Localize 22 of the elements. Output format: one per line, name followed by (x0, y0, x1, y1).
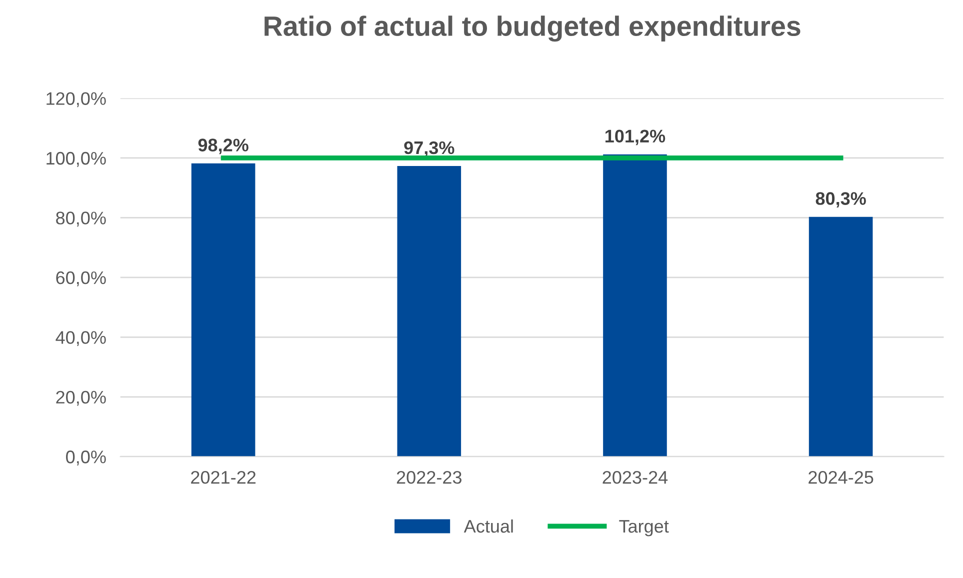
legend-label: Actual (464, 519, 513, 533)
data-label: 80,3% (816, 192, 866, 208)
y-tick-label: 60,0% (56, 271, 106, 286)
x-tick-label: 2022-23 (396, 470, 462, 484)
x-tick-label: 2023-24 (602, 470, 668, 484)
x-tick-label: 2024-25 (808, 470, 874, 484)
bar (603, 154, 667, 457)
bar (397, 166, 462, 457)
bar (191, 163, 256, 457)
y-tick-label: 80,0% (56, 212, 106, 227)
y-tick-label: 0,0% (66, 450, 106, 466)
y-tick-label: 100,0% (46, 152, 106, 167)
data-label: 101,2% (606, 130, 666, 146)
y-tick-label: 20,0% (56, 390, 106, 406)
x-tick-label: 2021-22 (191, 470, 256, 484)
data-label: 98,2% (198, 138, 248, 154)
y-tick-label: 40,0% (56, 331, 106, 346)
legend-label: Target (619, 520, 669, 536)
bar (808, 216, 873, 457)
data-label: 97,3% (404, 141, 454, 157)
y-tick-label: 120,0% (46, 92, 106, 108)
chart-title: Ratio of actual to budgeted expenditures (264, 16, 800, 42)
